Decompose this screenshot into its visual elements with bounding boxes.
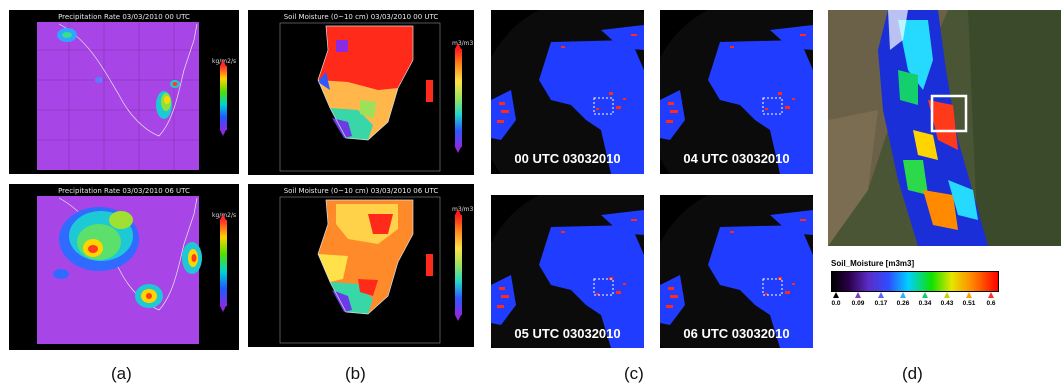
satellite-soil-moisture-image xyxy=(828,10,1061,246)
colorbar-bottom-tip xyxy=(220,306,226,312)
soil-map-title: Soil Moisture (0~10 cm) 03/03/2010 06 UT… xyxy=(283,187,439,195)
legend-tick-label: 0.0 xyxy=(831,300,841,307)
globe-graphic xyxy=(491,195,644,348)
legend-tick-label: 0.26 xyxy=(896,300,910,307)
colorbar-top-tip xyxy=(220,60,226,66)
tick-marker xyxy=(944,292,950,298)
legend-title: Soil_Moisture [m3m3] xyxy=(831,259,915,268)
precip-map-plot xyxy=(37,196,202,344)
soil-map-plot xyxy=(279,196,441,344)
panel-label-a: (a) xyxy=(111,364,132,383)
tick-marker xyxy=(833,292,839,298)
legend-tick-label: 0.09 xyxy=(851,300,865,307)
globe-image-00utc: 00 UTC 03032010 xyxy=(491,10,644,174)
soil-colorbar xyxy=(455,215,462,315)
soil-unit: m3/m3 xyxy=(452,206,474,213)
panel-label-d: (d) xyxy=(902,364,923,383)
tick-marker xyxy=(855,292,861,298)
colorbar-top-tip xyxy=(455,209,461,215)
tick-marker xyxy=(988,292,994,298)
globe-graphic xyxy=(660,10,813,174)
globe-caption: 00 UTC 03032010 xyxy=(514,151,621,166)
panel-label-c: (c) xyxy=(624,364,644,383)
legend-tick-label: 0.6 xyxy=(986,300,996,307)
globe-image-04utc: 04 UTC 03032010 xyxy=(660,10,813,174)
tick-marker xyxy=(878,292,884,298)
legend-tick-label: 0.34 xyxy=(918,300,932,307)
globe-graphic xyxy=(660,195,813,348)
tick-marker xyxy=(922,292,928,298)
tick-marker xyxy=(900,292,906,298)
precip-map-title: Precipitation Rate 03/03/2010 06 UTC xyxy=(58,187,190,195)
legend-tick-label: 0.51 xyxy=(962,300,976,307)
soil-moisture-map-00utc: Soil Moisture (0~10 cm) 03/03/2010 00 UT… xyxy=(248,10,474,175)
legend-tick-label: 0.17 xyxy=(874,300,888,307)
colorbar-top-tip xyxy=(455,43,461,49)
soil-moisture-colorbar xyxy=(831,271,999,292)
precip-colorbar xyxy=(220,220,227,306)
tick-marker xyxy=(966,292,972,298)
globe-graphic xyxy=(491,10,644,174)
satellite-graphic xyxy=(828,10,1061,246)
precip-colorbar xyxy=(220,66,227,130)
precip-map-06utc: Precipitation Rate 03/03/2010 06 UTC kg/… xyxy=(9,184,239,350)
precip-map-00utc: Precipitation Rate 03/03/2010 00 UTC kg/… xyxy=(9,10,239,174)
legend-tick-label: 0.43 xyxy=(940,300,954,307)
soil-map-plot xyxy=(279,22,441,172)
globe-caption: 06 UTC 03032010 xyxy=(683,326,790,341)
globe-image-05utc: 05 UTC 03032010 xyxy=(491,195,644,348)
globe-image-06utc: 06 UTC 03032010 xyxy=(660,195,813,348)
soil-map-title: Soil Moisture (0~10 cm) 03/03/2010 00 UT… xyxy=(283,13,439,21)
colorbar-bottom-tip xyxy=(455,315,461,321)
colorbar-bottom-tip xyxy=(220,130,226,136)
precip-map-plot xyxy=(37,22,199,170)
precip-map-title: Precipitation Rate 03/03/2010 00 UTC xyxy=(58,13,190,21)
soil-moisture-map-06utc: Soil Moisture (0~10 cm) 03/03/2010 06 UT… xyxy=(248,184,474,347)
panel-label-b: (b) xyxy=(345,364,366,383)
colorbar-bottom-tip xyxy=(455,147,461,153)
soil-colorbar xyxy=(455,49,462,147)
soil-unit: m3/m3 xyxy=(452,40,474,47)
globe-caption: 05 UTC 03032010 xyxy=(514,326,621,341)
colorbar-top-tip xyxy=(220,214,226,220)
globe-caption: 04 UTC 03032010 xyxy=(683,151,790,166)
